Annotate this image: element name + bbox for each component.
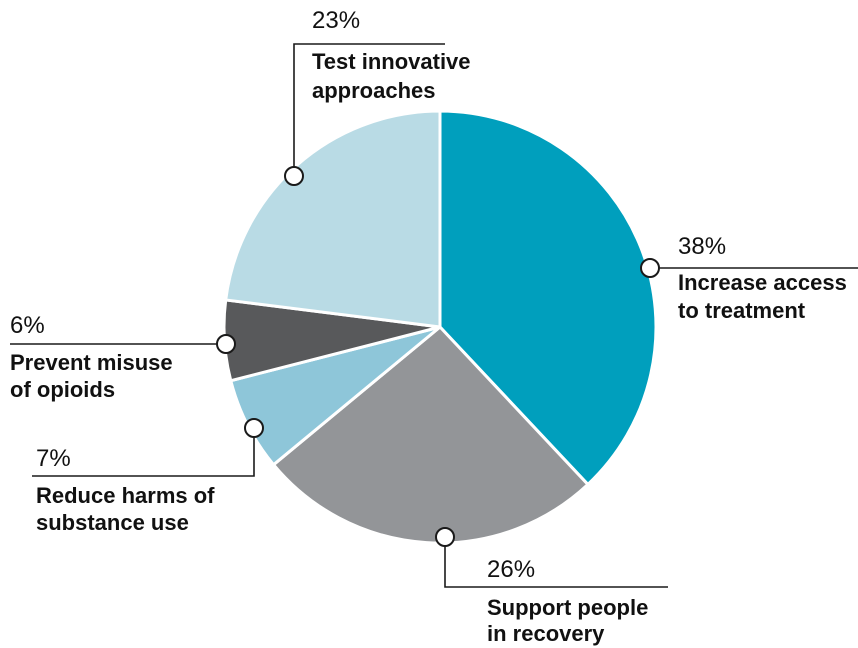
slice-percent-label: 38% (678, 233, 726, 260)
leader-dot (640, 258, 660, 278)
slice-percent-label: 26% (487, 556, 535, 583)
slice-category-label: Reduce harms of (36, 483, 215, 508)
slice-category-label: of opioids (10, 377, 115, 402)
pie-slice (224, 109, 442, 329)
slice-category-label: Prevent misuse (10, 350, 173, 375)
leader-dot (244, 418, 264, 438)
leader-line (32, 428, 255, 477)
slice-category-label: in recovery (487, 621, 605, 646)
leader-dot (216, 334, 236, 354)
slice-labels: 38% Increase access to treatment 26% Support… (10, 7, 858, 646)
leader-line (293, 43, 445, 176)
leader-dot (435, 527, 455, 547)
slice-category-label: Support people (487, 595, 648, 620)
slice-category-label: Test innovative (312, 49, 471, 74)
slice-category-label: Increase access (678, 270, 847, 295)
leader-dot (284, 166, 304, 186)
slice-percent-label: 6% (10, 312, 45, 339)
pie-slice (272, 325, 590, 545)
slice-percent-label: 7% (36, 445, 71, 472)
slice-category-label: approaches (312, 78, 436, 103)
pie-slices (222, 109, 658, 545)
slice-category-label: to treatment (678, 298, 806, 323)
leader-line (444, 537, 668, 588)
pie-slice (438, 109, 658, 486)
slice-percent-label: 23% (312, 7, 360, 34)
slice-category-label: substance use (36, 510, 189, 535)
